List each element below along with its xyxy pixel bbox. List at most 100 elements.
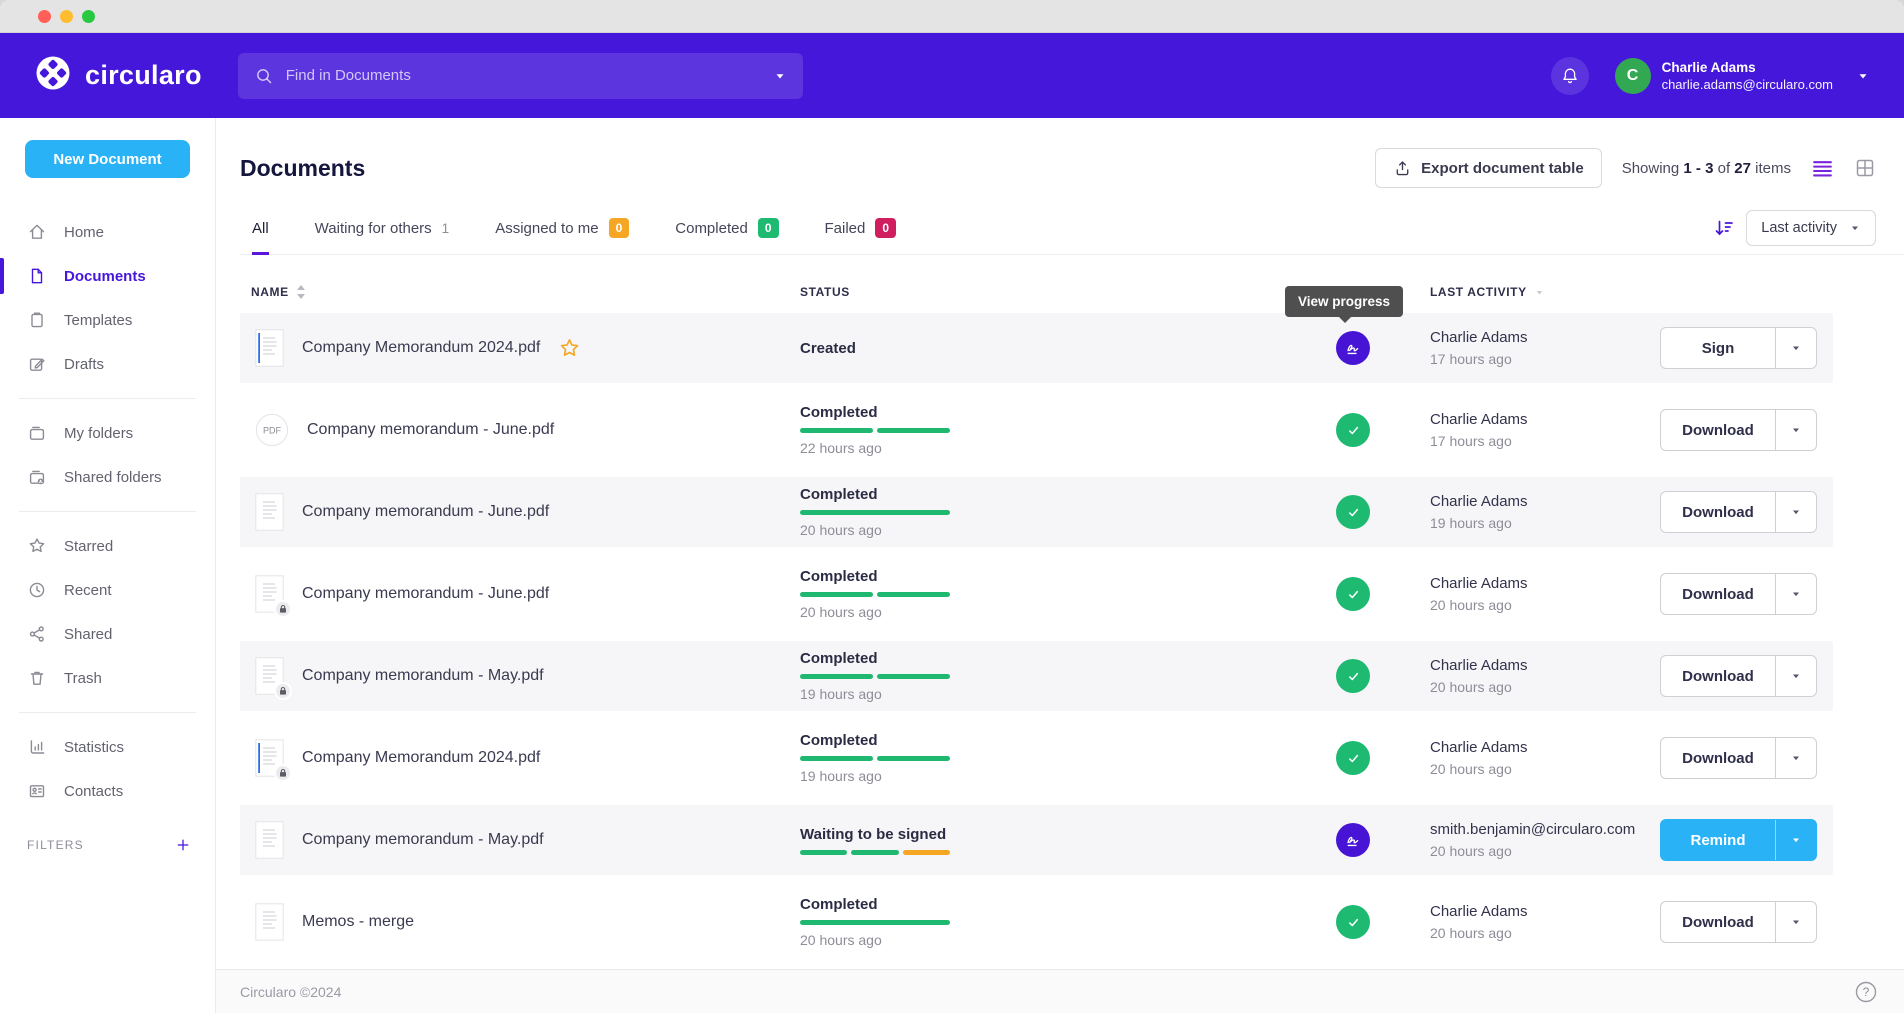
star-icon[interactable] <box>558 337 581 360</box>
signature-badge-icon[interactable] <box>1336 331 1370 365</box>
search-scope-caret-icon[interactable] <box>773 69 787 83</box>
document-name[interactable]: Company Memorandum 2024.pdf <box>302 339 541 356</box>
user-menu[interactable]: C Charlie Adams charlie.adams@circularo.… <box>1614 57 1870 94</box>
table-row[interactable]: Company Memorandum 2024.pdf Created Char… <box>240 286 1833 383</box>
row-action-button[interactable]: Download <box>1661 492 1776 532</box>
table-header: NAME STATUS LAST ACTIVITY <box>240 285 1833 299</box>
document-name[interactable]: Company memorandum - June.pdf <box>302 503 550 520</box>
table-row[interactable]: Company memorandum - May.pdf Waiting to … <box>240 805 1833 875</box>
completed-badge-icon[interactable] <box>1336 741 1370 775</box>
sort-caret-icon <box>1849 222 1861 234</box>
lock-icon <box>274 600 292 618</box>
export-document-table-button[interactable]: Export document table <box>1375 148 1602 188</box>
table-row[interactable]: Memos - merge Completed 20 hours ago Cha… <box>240 887 1833 957</box>
sidebar: New Document Home Documents Templates Draft… <box>0 118 216 1013</box>
status-time: 19 hours ago <box>800 768 882 784</box>
progress-segment <box>800 674 873 679</box>
document-name[interactable]: Company memorandum - May.pdf <box>302 831 544 848</box>
row-action-caret[interactable] <box>1776 574 1816 614</box>
document-name[interactable]: Memos - merge <box>302 913 415 930</box>
row-action-caret[interactable] <box>1776 902 1816 942</box>
sidebar-item-drafts[interactable]: Drafts <box>0 342 215 386</box>
progress-segment <box>877 592 950 597</box>
add-filter-button[interactable] <box>175 837 191 853</box>
showing-items-count: Showing 1 - 3 of 27 items <box>1621 159 1791 177</box>
row-action-button[interactable]: Download <box>1661 574 1776 614</box>
close-window-button[interactable] <box>38 9 51 23</box>
status-time: 20 hours ago <box>800 604 882 620</box>
completed-badge-icon[interactable] <box>1336 495 1370 529</box>
last-activity-time: 20 hours ago <box>1430 679 1512 695</box>
list-view-icon[interactable] <box>1811 157 1834 180</box>
row-action-button[interactable]: Download <box>1661 656 1776 696</box>
row-action-caret[interactable] <box>1776 738 1816 778</box>
row-action-button[interactable]: Sign <box>1661 328 1776 368</box>
row-action-caret[interactable] <box>1776 492 1816 532</box>
status-text: Completed <box>800 404 878 421</box>
name-sort-icon[interactable] <box>296 285 306 299</box>
new-document-button[interactable]: New Document <box>25 140 190 178</box>
documents-table: Company Memorandum 2024.pdf Created Char… <box>240 286 1833 957</box>
row-action-caret[interactable] <box>1776 328 1816 368</box>
tab-failed[interactable]: Failed 0 <box>825 218 897 255</box>
last-activity-actor: Charlie Adams <box>1430 493 1528 510</box>
last-activity-actor: Charlie Adams <box>1430 575 1528 592</box>
completed-badge-icon[interactable] <box>1336 413 1370 447</box>
help-button[interactable]: ? <box>1854 980 1878 1004</box>
document-name[interactable]: Company memorandum - May.pdf <box>302 667 544 684</box>
row-action-caret[interactable] <box>1776 410 1816 450</box>
search-bar[interactable] <box>237 52 803 99</box>
tab-waiting-for-others[interactable]: Waiting for others 1 <box>314 219 450 237</box>
column-header-name[interactable]: NAME <box>251 285 289 299</box>
document-name[interactable]: Company Memorandum 2024.pdf <box>302 749 541 766</box>
row-action-button[interactable]: Download <box>1661 738 1776 778</box>
grid-view-icon[interactable] <box>1854 157 1876 179</box>
sidebar-item-statistics[interactable]: Statistics <box>0 725 215 769</box>
signature-badge-icon[interactable] <box>1336 823 1370 857</box>
last-activity-sort-icon[interactable] <box>1534 287 1545 298</box>
sidebar-item-contacts[interactable]: Contacts <box>0 769 215 813</box>
table-row[interactable]: Company memorandum - June.pdf Completed … <box>240 477 1833 547</box>
row-action-caret[interactable] <box>1776 656 1816 696</box>
search-input[interactable] <box>285 67 773 84</box>
minimize-window-button[interactable] <box>60 9 73 23</box>
sidebar-item-recent[interactable]: Recent <box>0 568 215 612</box>
maximize-window-button[interactable] <box>82 9 95 23</box>
sort-by-dropdown[interactable]: Last activity <box>1746 210 1876 246</box>
sort-direction-icon[interactable] <box>1713 217 1735 239</box>
sidebar-item-home[interactable]: Home <box>0 210 215 254</box>
tab-completed[interactable]: Completed 0 <box>675 218 779 255</box>
progress-segment <box>800 592 873 597</box>
progress-segment <box>877 428 950 433</box>
sidebar-item-documents[interactable]: Documents <box>0 254 215 298</box>
sidebar-item-shared[interactable]: Shared <box>0 612 215 656</box>
table-row[interactable]: Company Memorandum 2024.pdf Completed 19… <box>240 723 1833 793</box>
table-row[interactable]: Company memorandum - June.pdf Completed … <box>240 559 1833 629</box>
sidebar-item-trash[interactable]: Trash <box>0 656 215 700</box>
tab-all[interactable]: All <box>252 218 269 255</box>
svg-text:PDF: PDF <box>263 425 282 435</box>
tab-assigned-to-me[interactable]: Assigned to me 0 <box>495 218 630 255</box>
document-name[interactable]: Company memorandum - June.pdf <box>302 585 550 602</box>
row-action-button[interactable]: Download <box>1661 902 1776 942</box>
column-header-status[interactable]: STATUS <box>800 285 850 299</box>
completed-badge-icon[interactable] <box>1336 659 1370 693</box>
row-action-button[interactable]: Download <box>1661 410 1776 450</box>
sidebar-item-templates[interactable]: Templates <box>0 298 215 342</box>
brand-logo[interactable]: circularo <box>33 53 202 98</box>
completed-badge-icon[interactable] <box>1336 577 1370 611</box>
sidebar-item-starred[interactable]: Starred <box>0 524 215 568</box>
notifications-button[interactable] <box>1550 56 1589 95</box>
completed-badge-icon[interactable] <box>1336 905 1370 939</box>
row-action: Download <box>1660 409 1817 451</box>
table-row[interactable]: PDF Company memorandum - June.pdf Comple… <box>240 395 1833 465</box>
sidebar-divider <box>19 511 196 512</box>
row-action-caret[interactable] <box>1776 820 1816 860</box>
row-action-button[interactable]: Remind <box>1661 820 1776 860</box>
sidebar-item-my-folders[interactable]: My folders <box>0 411 215 455</box>
document-name[interactable]: Company memorandum - June.pdf <box>307 421 555 438</box>
column-header-last-activity[interactable]: LAST ACTIVITY <box>1430 285 1527 299</box>
table-row[interactable]: Company memorandum - May.pdf Completed 1… <box>240 641 1833 711</box>
sidebar-item-shared-folders[interactable]: Shared folders <box>0 455 215 499</box>
